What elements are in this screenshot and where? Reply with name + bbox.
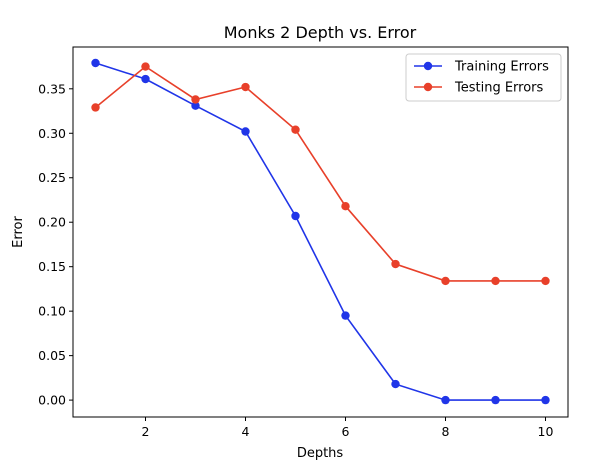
training-errors-point xyxy=(341,311,350,320)
y-axis-label: Error xyxy=(11,216,26,248)
x-tick-label: 6 xyxy=(342,424,350,439)
testing-errors-point xyxy=(491,276,500,286)
y-tick-label: 0.00 xyxy=(38,393,66,408)
testing-errors-point xyxy=(341,202,350,211)
training-errors-point xyxy=(391,379,400,389)
testing-errors-point xyxy=(91,103,100,112)
y-tick-label: 0.30 xyxy=(38,126,66,141)
legend-testing-errors-marker xyxy=(423,82,433,92)
chart-title: Monks 2 Depth vs. Error xyxy=(224,23,417,42)
x-tick-label: 4 xyxy=(242,424,250,439)
x-tick-label: 2 xyxy=(142,424,150,439)
testing-errors-point xyxy=(141,62,150,71)
y-tick-label: 0.10 xyxy=(38,304,66,319)
testing-errors-point xyxy=(541,276,550,286)
y-tick-label: 0.05 xyxy=(38,348,66,363)
training-errors-point xyxy=(541,395,550,405)
legend-training-errors-label: Training Errors xyxy=(454,60,549,75)
legend: Training Errors Testing Errors xyxy=(405,53,562,102)
y-tick-label: 0.20 xyxy=(38,215,66,230)
training-errors-point xyxy=(291,211,300,221)
testing-errors-point xyxy=(241,82,250,92)
series-layer xyxy=(91,58,550,405)
testing-errors-point xyxy=(441,276,450,286)
testing-errors-line xyxy=(94,65,546,282)
training-errors-point xyxy=(491,395,500,405)
legend-box xyxy=(405,53,562,102)
x-tick-label: 8 xyxy=(442,424,450,439)
legend-training-errors-marker xyxy=(423,61,433,71)
training-errors-point xyxy=(91,58,100,68)
training-errors-point xyxy=(441,395,450,405)
x-tick-label: 10 xyxy=(538,424,554,439)
y-tick-label: 0.35 xyxy=(38,81,66,96)
y-tick-label: 0.15 xyxy=(38,259,66,274)
plot-frame xyxy=(72,46,569,418)
x-axis-label: Depths xyxy=(297,446,344,461)
y-tick-label: 0.25 xyxy=(38,170,66,185)
x-axis: 2 4 6 8 10 xyxy=(142,417,554,439)
training-errors-point xyxy=(191,101,200,110)
testing-errors-point xyxy=(391,259,400,269)
y-axis: 0.00 0.05 0.10 0.15 0.20 0.25 0.30 0.35 xyxy=(38,81,73,408)
testing-errors-point xyxy=(191,95,200,104)
legend-testing-errors-label: Testing Errors xyxy=(454,81,544,96)
training-errors-point xyxy=(241,127,250,136)
testing-errors-point xyxy=(291,125,300,134)
training-errors-point xyxy=(141,74,150,84)
training-errors-line xyxy=(95,62,546,401)
